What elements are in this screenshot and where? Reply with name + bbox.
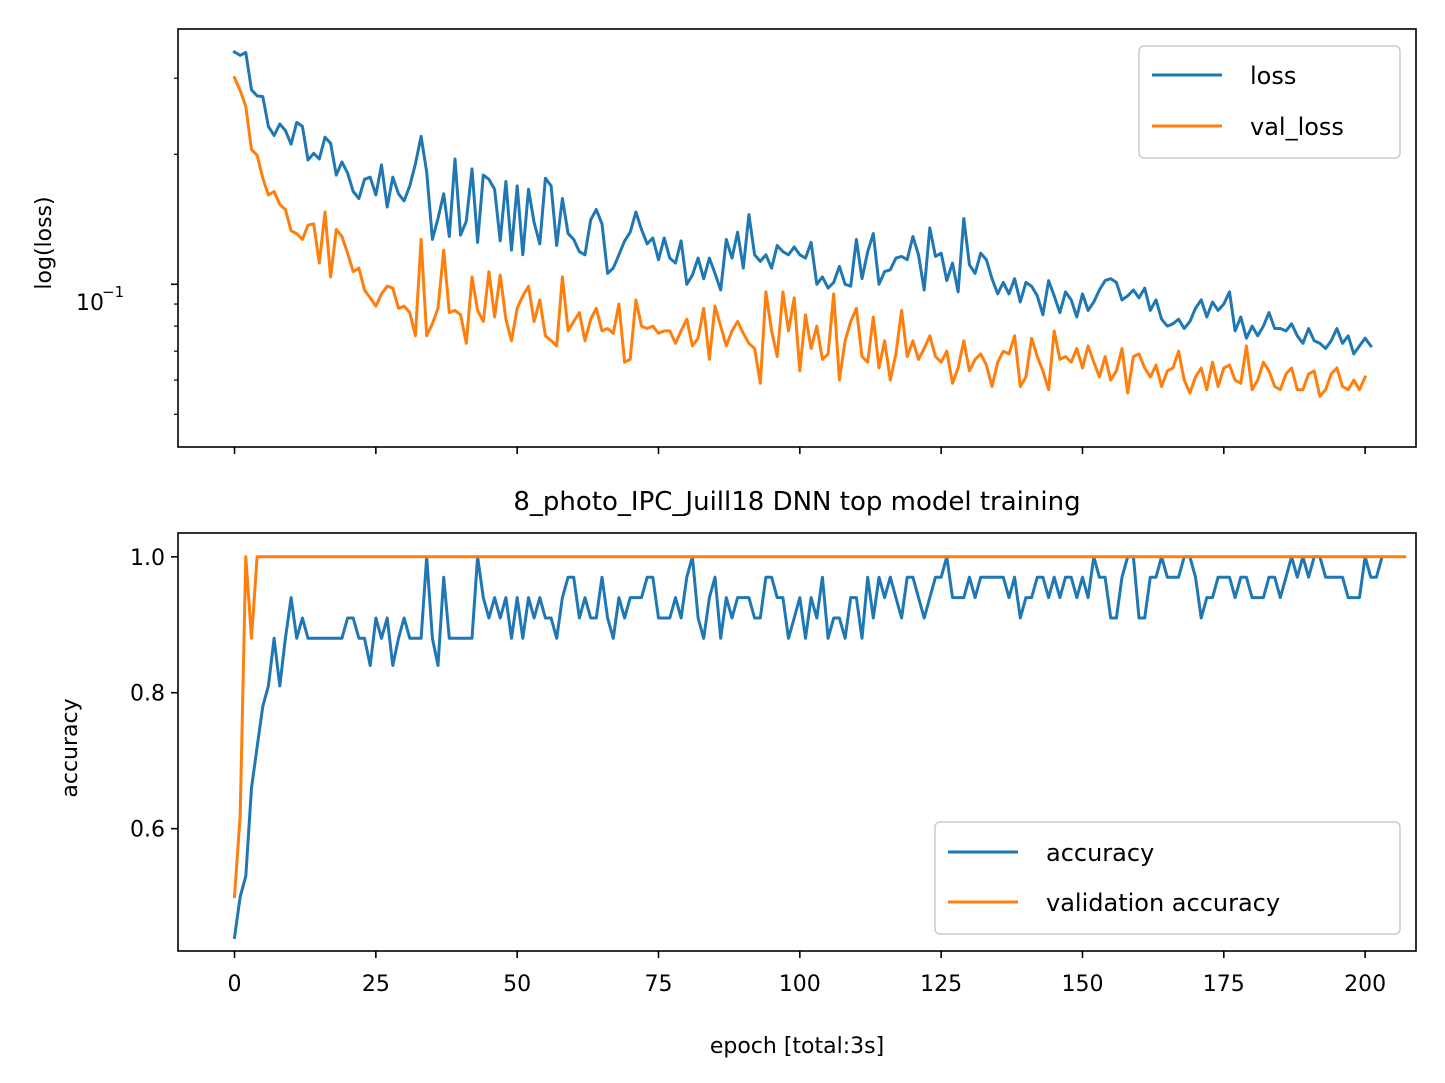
accuracy-y-tick-label: 0.6 <box>130 818 165 843</box>
x-tick-label: 125 <box>920 972 962 997</box>
accuracy-legend-box <box>934 821 1401 935</box>
x-tick-label: 75 <box>645 972 673 997</box>
loss-legend-label-loss: loss <box>1250 62 1296 90</box>
accuracy-y-axis-label: accuracy <box>58 698 83 797</box>
accuracy-legend: accuracy validation accuracy <box>934 821 1401 935</box>
x-axis-label: epoch [total:3s] <box>710 1034 884 1059</box>
x-tick-label: 175 <box>1203 972 1245 997</box>
accuracy-y-tick-label: 1.0 <box>130 546 165 571</box>
accuracy-subplot: 8_photo_IPC_Juill18 DNN top model traini… <box>58 487 1417 1059</box>
loss-plot-frame <box>177 28 1417 448</box>
accuracy-plot-frame <box>177 532 1417 952</box>
loss-y-tick-label-exponent: −1 <box>102 283 124 301</box>
x-tick-label: 200 <box>1344 972 1386 997</box>
x-tick-label: 50 <box>503 972 531 997</box>
accuracy-series-line-accuracy <box>232 554 1384 940</box>
accuracy-y-tick-label: 0.8 <box>130 682 165 707</box>
accuracy-legend-label-accuracy: accuracy <box>1046 839 1154 867</box>
x-tick-label: 100 <box>779 972 821 997</box>
chart-title: 8_photo_IPC_Juill18 DNN top model traini… <box>513 487 1080 517</box>
loss-legend: loss val_loss <box>1138 45 1401 159</box>
x-tick-label: 25 <box>362 972 390 997</box>
loss-y-axis-label: log(loss) <box>32 196 57 289</box>
loss-subplot: log(loss) 10 −1 loss val_loss <box>32 28 1417 454</box>
x-tick-label: 0 <box>228 972 242 997</box>
accuracy-series-line-validation-accuracy <box>232 555 1407 899</box>
loss-series-line-val-loss <box>232 75 1368 398</box>
loss-legend-label-val-loss: val_loss <box>1250 113 1344 141</box>
loss-series-line-loss <box>232 49 1373 356</box>
x-tick-label: 150 <box>1061 972 1103 997</box>
accuracy-legend-label-validation: validation accuracy <box>1046 889 1280 917</box>
loss-y-tick-label-base: 10 <box>76 291 104 316</box>
